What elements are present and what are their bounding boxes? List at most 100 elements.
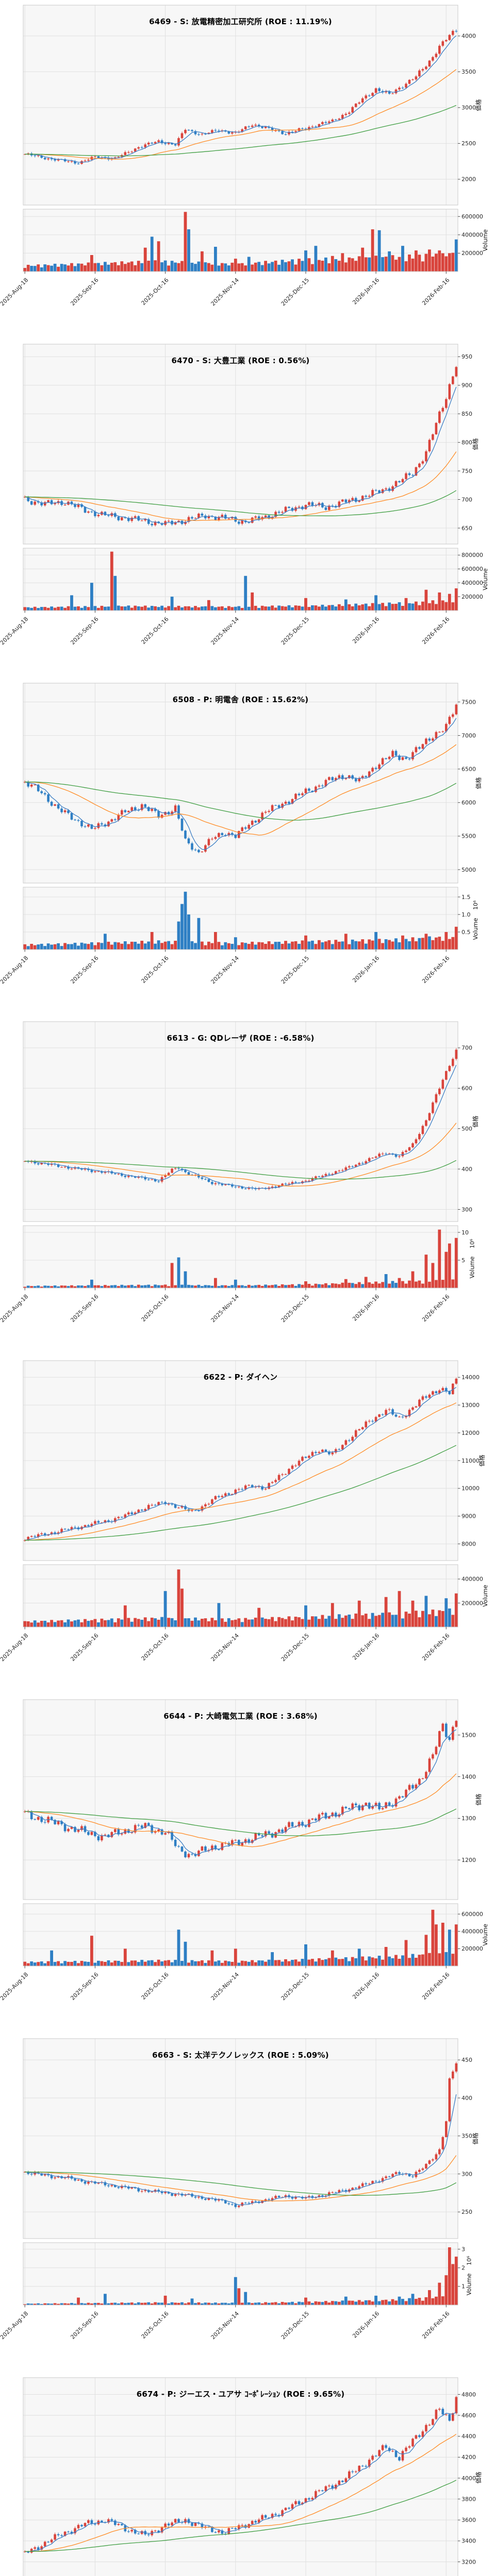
svg-text:2025-Aug-18: 2025-Aug-18	[0, 2310, 29, 2341]
svg-text:2025-Nov-14: 2025-Nov-14	[210, 955, 240, 985]
svg-text:2026-Feb-16: 2026-Feb-16	[421, 1971, 451, 2001]
svg-text:10: 10	[461, 1229, 469, 1236]
candlestick-volume-plot: 5000 5500 6000 6500 7000 7500 0.5 1.0 1.5 価格 Volum…	[0, 683, 482, 985]
svg-text:2025-Dec-15: 2025-Dec-15	[280, 1971, 310, 2002]
svg-text:Volume: Volume	[472, 918, 479, 940]
svg-text:2026-Feb-16: 2026-Feb-16	[421, 1293, 451, 1323]
svg-text:2025-Sep-16: 2025-Sep-16	[69, 1632, 100, 1663]
svg-text:500: 500	[461, 1126, 472, 1132]
svg-text:10⁶: 10⁶	[469, 1239, 476, 1248]
svg-text:Volume: Volume	[465, 2273, 472, 2295]
svg-text:2026-Jan-16: 2026-Jan-16	[351, 1632, 381, 1662]
svg-text:10⁶: 10⁶	[472, 900, 479, 910]
svg-text:3: 3	[461, 2246, 465, 2252]
svg-text:2025-Oct-16: 2025-Oct-16	[140, 1293, 170, 1323]
svg-text:350: 350	[461, 2132, 472, 2139]
svg-text:300: 300	[461, 2171, 472, 2177]
svg-text:950: 950	[461, 353, 472, 360]
svg-text:3000: 3000	[461, 105, 476, 111]
svg-text:900: 900	[461, 382, 472, 388]
svg-text:2025-Dec-15: 2025-Dec-15	[280, 1293, 310, 1324]
svg-text:250: 250	[461, 2209, 472, 2215]
svg-text:価格: 価格	[475, 1793, 482, 1805]
svg-text:4000: 4000	[461, 33, 476, 40]
svg-text:2: 2	[461, 2264, 465, 2271]
svg-text:4400: 4400	[461, 2433, 476, 2439]
svg-text:400: 400	[461, 1166, 472, 1173]
svg-text:2025-Aug-18: 2025-Aug-18	[0, 277, 29, 307]
svg-text:2025-Sep-16: 2025-Sep-16	[69, 1293, 100, 1324]
svg-text:800: 800	[461, 439, 472, 446]
svg-text:8000: 8000	[461, 1541, 476, 1548]
svg-text:6500: 6500	[461, 766, 476, 772]
svg-text:2025-Nov-14: 2025-Nov-14	[210, 1971, 240, 2002]
svg-text:400000: 400000	[461, 232, 483, 239]
svg-text:600000: 600000	[461, 1911, 483, 1918]
svg-text:650: 650	[461, 525, 472, 532]
candlestick-volume-plot: 32003400360038004000420044004600480012価格…	[23, 2377, 482, 2576]
stock-chart-6674: 6674 - P: ジーエス・ユアサ ｺｰﾎﾟﾚｰｼｮﾝ (ROE : 9.65…	[0, 2372, 495, 2576]
svg-text:1: 1	[461, 2283, 465, 2290]
svg-text:5500: 5500	[461, 833, 476, 839]
svg-text:700: 700	[461, 1045, 472, 1052]
svg-text:400000: 400000	[461, 580, 483, 586]
svg-text:2025-Sep-16: 2025-Sep-16	[69, 955, 100, 985]
svg-text:3200: 3200	[461, 2558, 476, 2565]
svg-text:1.5: 1.5	[461, 893, 470, 900]
svg-text:3600: 3600	[461, 2517, 476, 2523]
svg-text:Volume: Volume	[469, 1257, 476, 1279]
svg-text:1400: 1400	[461, 1773, 476, 1780]
svg-text:7500: 7500	[461, 699, 476, 705]
stock-chart-6469: 6469 - S: 放電精密加工研究所 (ROE : 11.19%) 2000 2…	[0, 0, 495, 339]
svg-text:価格: 価格	[478, 1454, 485, 1466]
svg-text:400: 400	[461, 2095, 472, 2102]
svg-text:4600: 4600	[461, 2412, 476, 2418]
svg-text:2025-Nov-14: 2025-Nov-14	[210, 277, 240, 307]
candlestick-volume-plot: 650 700 750 800 850 900 950 200000 400000 600000 8…	[0, 344, 489, 646]
svg-text:700: 700	[461, 496, 472, 503]
svg-text:2025-Dec-15: 2025-Dec-15	[280, 616, 310, 646]
svg-text:13000: 13000	[461, 1402, 480, 1409]
candlestick-volume-plot: 300 400 500 600 700 5 10 価格 Volume 10⁶ 2025-Aug-18…	[0, 1021, 479, 1324]
svg-text:200000: 200000	[461, 1600, 483, 1606]
svg-text:5: 5	[461, 1257, 465, 1264]
svg-text:11000: 11000	[461, 1458, 480, 1464]
candlestick-volume-plot: 1200 1300 1400 1500 200000 400000 600000 価格 Volu…	[0, 1699, 489, 2002]
svg-text:200000: 200000	[461, 594, 483, 600]
svg-text:800000: 800000	[461, 552, 483, 558]
svg-text:2025-Oct-16: 2025-Oct-16	[140, 616, 170, 646]
svg-text:2026-Feb-16: 2026-Feb-16	[421, 2310, 451, 2340]
svg-text:1.0: 1.0	[461, 911, 470, 918]
svg-text:Volume: Volume	[482, 568, 489, 590]
svg-text:2025-Aug-18: 2025-Aug-18	[0, 1971, 29, 2002]
svg-text:2025-Dec-15: 2025-Dec-15	[280, 2310, 310, 2341]
svg-text:2026-Feb-16: 2026-Feb-16	[421, 1632, 451, 1662]
svg-text:6000: 6000	[461, 799, 476, 806]
svg-text:12000: 12000	[461, 1430, 480, 1436]
svg-text:10000: 10000	[461, 1485, 480, 1492]
svg-text:2026-Feb-16: 2026-Feb-16	[421, 277, 451, 307]
svg-text:600000: 600000	[461, 213, 483, 220]
stock-chart-6470: 6470 - S: 大豊工業 (ROE : 0.56%) 650 700 750 80…	[0, 338, 495, 678]
svg-text:1500: 1500	[461, 1732, 476, 1738]
svg-text:9000: 9000	[461, 1513, 476, 1520]
svg-text:2026-Jan-16: 2026-Jan-16	[351, 616, 381, 645]
stock-chart-6613: 6613 - G: QDレーザ (ROE : -6.58%) 300 400 500…	[0, 1016, 495, 1356]
svg-text:2025-Oct-16: 2025-Oct-16	[140, 277, 170, 307]
svg-text:価格: 価格	[472, 438, 479, 450]
svg-text:価格: 価格	[475, 2471, 482, 2483]
svg-text:2025-Aug-18: 2025-Aug-18	[0, 955, 29, 985]
svg-text:5000: 5000	[461, 866, 476, 873]
svg-text:2025-Sep-16: 2025-Sep-16	[69, 277, 100, 307]
svg-text:450: 450	[461, 2057, 472, 2063]
svg-text:2025-Oct-16: 2025-Oct-16	[140, 2310, 170, 2340]
svg-text:7000: 7000	[461, 732, 476, 739]
svg-text:3500: 3500	[461, 69, 476, 75]
candlestick-volume-plot: 8000 9000 10000 11000 12000 13000 14000 200000 4…	[0, 1360, 489, 1663]
svg-text:600000: 600000	[461, 566, 483, 572]
svg-text:価格: 価格	[472, 2132, 479, 2144]
svg-text:2025-Nov-14: 2025-Nov-14	[210, 616, 240, 646]
svg-text:0.5: 0.5	[461, 928, 470, 935]
svg-text:2025-Dec-15: 2025-Dec-15	[280, 955, 310, 985]
svg-text:850: 850	[461, 411, 472, 417]
